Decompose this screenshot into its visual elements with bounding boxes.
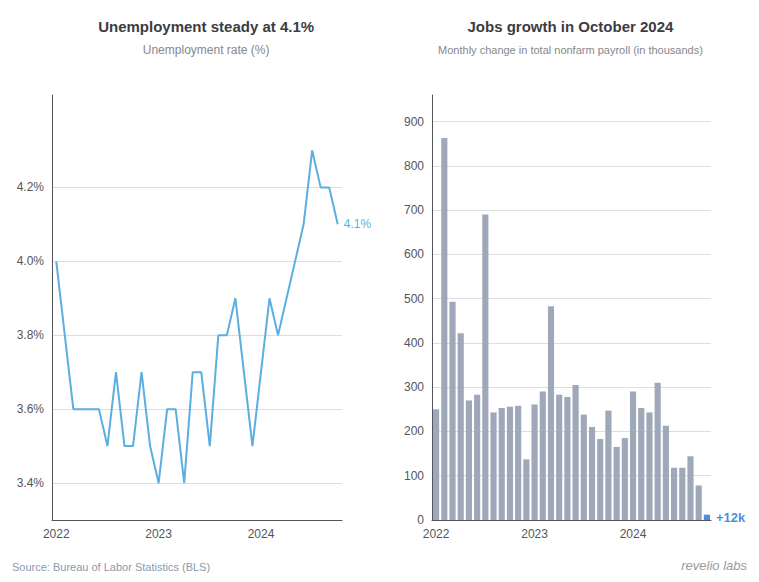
svg-text:2023: 2023 [145, 527, 172, 541]
svg-text:200: 200 [404, 424, 424, 438]
svg-text:700: 700 [404, 203, 424, 217]
svg-text:revelio labs: revelio labs [681, 558, 747, 573]
svg-text:600: 600 [404, 247, 424, 261]
svg-text:3.8%: 3.8% [17, 328, 45, 342]
svg-text:100: 100 [404, 469, 424, 483]
svg-text:3.4%: 3.4% [17, 476, 45, 490]
svg-text:Monthly change in total nonfar: Monthly change in total nonfarm payroll … [438, 44, 703, 56]
svg-text:4.0%: 4.0% [17, 254, 45, 268]
svg-text:3.6%: 3.6% [17, 402, 45, 416]
svg-text:2024: 2024 [248, 527, 275, 541]
svg-text:500: 500 [404, 292, 424, 306]
svg-text:+12k: +12k [716, 510, 746, 525]
svg-text:2023: 2023 [521, 527, 548, 541]
svg-text:2024: 2024 [620, 527, 647, 541]
svg-text:Source: Bureau of Labor Statis: Source: Bureau of Labor Statistics (BLS) [12, 561, 210, 573]
svg-text:300: 300 [404, 380, 424, 394]
svg-text:900: 900 [404, 115, 424, 129]
svg-text:800: 800 [404, 159, 424, 173]
svg-text:2022: 2022 [43, 527, 70, 541]
svg-text:Unemployment rate (%): Unemployment rate (%) [143, 43, 270, 57]
svg-text:Unemployment steady at 4.1%: Unemployment steady at 4.1% [98, 18, 314, 35]
svg-text:4.2%: 4.2% [17, 180, 45, 194]
svg-text:Jobs growth in October 2024: Jobs growth in October 2024 [468, 18, 675, 35]
svg-text:2022: 2022 [423, 527, 450, 541]
svg-text:0: 0 [417, 513, 424, 527]
svg-text:400: 400 [404, 336, 424, 350]
svg-text:4.1%: 4.1% [344, 217, 372, 231]
